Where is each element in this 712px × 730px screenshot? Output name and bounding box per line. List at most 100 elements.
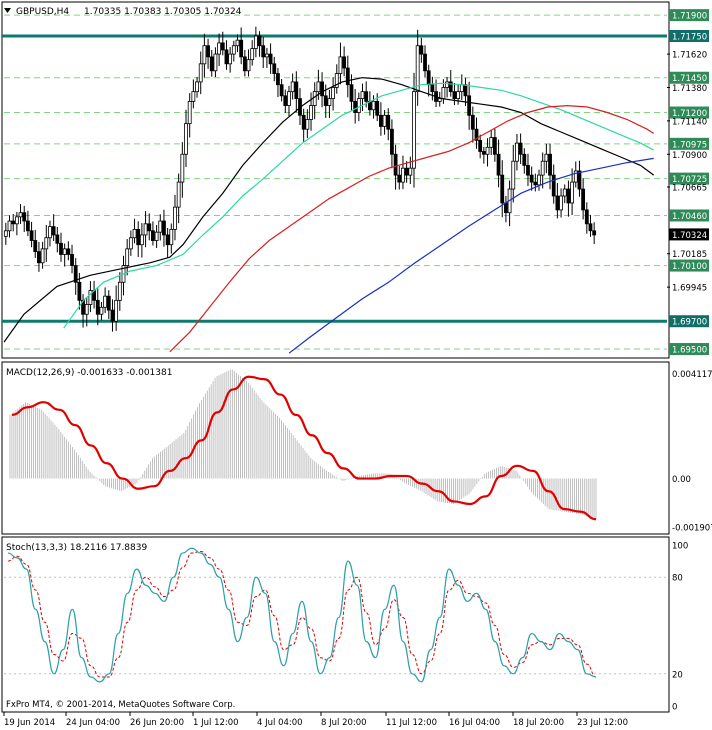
candle bbox=[184, 109, 188, 168]
candle bbox=[566, 180, 571, 217]
price-tick-label: 1.69945 bbox=[672, 284, 707, 294]
dashed-level-label: 1.70100 bbox=[672, 262, 707, 272]
candle bbox=[103, 287, 108, 314]
candle bbox=[492, 128, 497, 162]
price-levels: 1.71900 1.71450 1.71200 1.70975 1.70725 1.704… bbox=[2, 9, 709, 356]
price-panel[interactable]: 1.71900 1.71450 1.71200 1.70975 1.70725 1.704… bbox=[1, 1, 709, 359]
candle bbox=[70, 244, 74, 274]
candle bbox=[26, 210, 30, 237]
macd-panel[interactable]: 0.004117 0.00 -0.001907 MACD(12,26,9) -0.0… bbox=[1, 361, 712, 535]
candle bbox=[136, 221, 141, 257]
macd-histogram bbox=[9, 369, 597, 520]
macd-lines bbox=[11, 375, 597, 521]
macd-signal-line bbox=[11, 375, 597, 521]
moving-average-sma_fast bbox=[3, 77, 655, 343]
candle bbox=[261, 36, 266, 69]
candle bbox=[117, 272, 122, 311]
candle bbox=[496, 139, 501, 188]
level-label: 1.71750 bbox=[672, 33, 707, 43]
candle bbox=[169, 223, 174, 254]
candle bbox=[570, 168, 574, 216]
candle bbox=[592, 222, 597, 245]
stoch-levels bbox=[4, 576, 667, 675]
candle bbox=[559, 188, 563, 218]
dashed-level-tag bbox=[669, 172, 709, 185]
candle bbox=[338, 42, 343, 85]
candle bbox=[224, 40, 229, 70]
candle bbox=[412, 72, 416, 188]
price-tick-label: 1.70665 bbox=[672, 183, 707, 193]
dashed-level-tag bbox=[669, 259, 709, 272]
candle bbox=[515, 133, 519, 171]
stoch-panel[interactable]: 100 80 20 0 Stoch(13,3,3) 18.2116 17.8839 F… bbox=[1, 536, 688, 713]
price-tick-label: 1.71140 bbox=[672, 117, 707, 127]
candles bbox=[3, 26, 597, 332]
candle bbox=[378, 102, 383, 136]
candle bbox=[360, 83, 365, 112]
candle bbox=[231, 40, 236, 62]
dashed-level-tag bbox=[669, 209, 709, 222]
candle bbox=[555, 183, 560, 219]
candle bbox=[268, 43, 273, 74]
candle bbox=[132, 218, 137, 244]
candle bbox=[470, 106, 475, 143]
candle bbox=[84, 297, 89, 327]
candle bbox=[272, 56, 277, 82]
candle bbox=[320, 72, 324, 108]
candle bbox=[485, 138, 490, 167]
candle bbox=[55, 227, 60, 253]
candle bbox=[246, 49, 251, 77]
candle bbox=[40, 241, 45, 269]
macd-tick-label: -0.001907 bbox=[672, 524, 712, 534]
candle bbox=[353, 89, 358, 124]
candle bbox=[522, 148, 527, 174]
level-label: 1.69700 bbox=[672, 318, 707, 328]
candle bbox=[581, 178, 586, 220]
candle bbox=[29, 221, 34, 248]
dashed-level-tag bbox=[669, 71, 709, 84]
dashed-level-label: 1.69500 bbox=[672, 346, 707, 356]
candle bbox=[206, 38, 210, 69]
dashed-level-tag bbox=[669, 137, 709, 150]
candle bbox=[250, 40, 255, 66]
candle bbox=[290, 73, 295, 100]
level-tag bbox=[669, 315, 709, 328]
macd-tick-label: 0.00 bbox=[672, 475, 691, 485]
candle bbox=[48, 220, 52, 247]
level-tag bbox=[669, 30, 709, 42]
candle bbox=[73, 258, 78, 295]
candle bbox=[154, 225, 159, 248]
candle bbox=[213, 47, 218, 78]
time-tick-label: 26 Jun 20:00 bbox=[130, 718, 184, 728]
stoch-label: Stoch(13,3,3) 18.2116 17.8839 bbox=[6, 543, 147, 553]
candle bbox=[393, 144, 398, 190]
dashed-level-label: 1.71900 bbox=[672, 12, 707, 22]
candle bbox=[283, 89, 288, 113]
candle bbox=[195, 76, 199, 98]
macd-label: MACD(12,26,9) -0.001633 -0.001381 bbox=[6, 368, 172, 378]
candle bbox=[419, 37, 424, 63]
candle bbox=[305, 109, 310, 139]
dashed-level-label: 1.71200 bbox=[672, 109, 707, 119]
symbol-menu-icon[interactable] bbox=[4, 8, 11, 13]
candle bbox=[533, 173, 538, 192]
time-tick-label: 19 Jun 2014 bbox=[4, 718, 55, 728]
candle bbox=[430, 76, 435, 101]
candle bbox=[37, 241, 41, 272]
candle bbox=[173, 195, 177, 241]
price-tick-label: 1.71620 bbox=[672, 51, 707, 61]
candle bbox=[481, 147, 486, 164]
candle bbox=[478, 134, 483, 159]
candle bbox=[382, 110, 387, 135]
dashed-level-label: 1.71450 bbox=[672, 74, 707, 84]
time-tick-label: 8 Jul 20:00 bbox=[321, 718, 367, 728]
candle bbox=[390, 119, 394, 169]
candle bbox=[415, 29, 420, 106]
candle bbox=[404, 161, 409, 183]
candle bbox=[7, 215, 12, 238]
candle bbox=[537, 169, 541, 191]
candle bbox=[301, 108, 306, 143]
stoch-lines bbox=[7, 547, 597, 683]
